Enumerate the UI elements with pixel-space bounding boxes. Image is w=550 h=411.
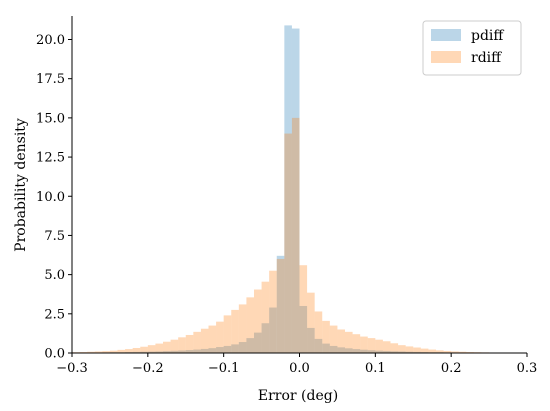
rdiff-bar: [140, 347, 148, 353]
y-tick-label: 10.0: [36, 190, 65, 205]
y-tick-label: 12.5: [36, 151, 65, 166]
rdiff-bar: [231, 310, 239, 353]
rdiff-bar: [375, 340, 383, 353]
rdiff-bar: [148, 345, 156, 353]
rdiff-bar: [368, 338, 376, 353]
rdiff-bar: [406, 346, 414, 353]
rdiff-bar: [155, 344, 163, 353]
rdiff-bar: [315, 311, 323, 353]
rdiff-bar: [262, 282, 270, 353]
rdiff-bar: [201, 329, 209, 353]
y-tick-label: 5.0: [44, 268, 65, 283]
rdiff-bar: [322, 321, 330, 353]
y-axis-title: Probability density: [13, 118, 29, 252]
legend-swatch-rdiff: [431, 51, 461, 63]
rdiff-bar: [125, 349, 133, 353]
rdiff-bar: [360, 337, 368, 353]
rdiff-bar: [345, 332, 353, 353]
series-rdiff: [72, 118, 527, 353]
rdiff-bar: [277, 259, 285, 353]
rdiff-bar: [216, 322, 224, 353]
rdiff-bar: [239, 304, 247, 353]
x-tick-label: 0.0: [289, 361, 310, 376]
rdiff-bar: [171, 340, 179, 353]
x-tick-label: −0.3: [56, 361, 88, 376]
rdiff-bar: [398, 345, 406, 353]
rdiff-bar: [330, 326, 338, 353]
x-tick-label: −0.1: [208, 361, 240, 376]
y-ticks: 0.0 2.5 5.0 7.5 10.0 12.5 15.0 17.5 20.0: [36, 33, 72, 361]
rdiff-bar: [300, 265, 308, 353]
rdiff-bar: [193, 332, 201, 353]
rdiff-bar: [246, 297, 254, 353]
rdiff-bar: [254, 290, 262, 353]
rdiff-bar: [224, 315, 232, 353]
y-tick-label: 15.0: [36, 111, 65, 126]
rdiff-bar: [413, 348, 421, 353]
y-tick-label: 0.0: [44, 347, 65, 362]
x-tick-label: 0.2: [441, 361, 462, 376]
legend: pdiff rdiff: [423, 21, 521, 75]
y-tick-label: 20.0: [36, 33, 65, 48]
rdiff-bar: [428, 350, 436, 353]
rdiff-bar: [163, 342, 171, 353]
rdiff-bar: [391, 343, 399, 353]
legend-label-pdiff: pdiff: [471, 28, 504, 44]
rdiff-bar: [284, 134, 292, 353]
rdiff-bar: [307, 293, 315, 353]
rdiff-bar: [269, 271, 277, 353]
rdiff-bar: [209, 326, 217, 353]
legend-swatch-pdiff: [431, 29, 461, 41]
x-ticks: −0.3 −0.2 −0.1 0.0 0.1 0.2 0.3: [56, 353, 537, 376]
y-tick-label: 2.5: [44, 307, 65, 322]
x-tick-label: 0.3: [517, 361, 538, 376]
rdiff-bar: [353, 334, 361, 353]
rdiff-bar: [337, 329, 345, 353]
rdiff-bar: [292, 118, 300, 353]
rdiff-bar: [421, 349, 429, 353]
legend-label-rdiff: rdiff: [471, 50, 502, 66]
rdiff-bar: [383, 341, 391, 353]
y-tick-label: 17.5: [36, 72, 65, 87]
x-tick-label: 0.1: [365, 361, 386, 376]
y-tick-label: 7.5: [44, 229, 65, 244]
rdiff-bar: [178, 337, 186, 353]
x-tick-label: −0.2: [132, 361, 164, 376]
x-axis-title: Error (deg): [258, 388, 338, 404]
rdiff-bar: [186, 335, 194, 353]
rdiff-bar: [133, 348, 141, 353]
